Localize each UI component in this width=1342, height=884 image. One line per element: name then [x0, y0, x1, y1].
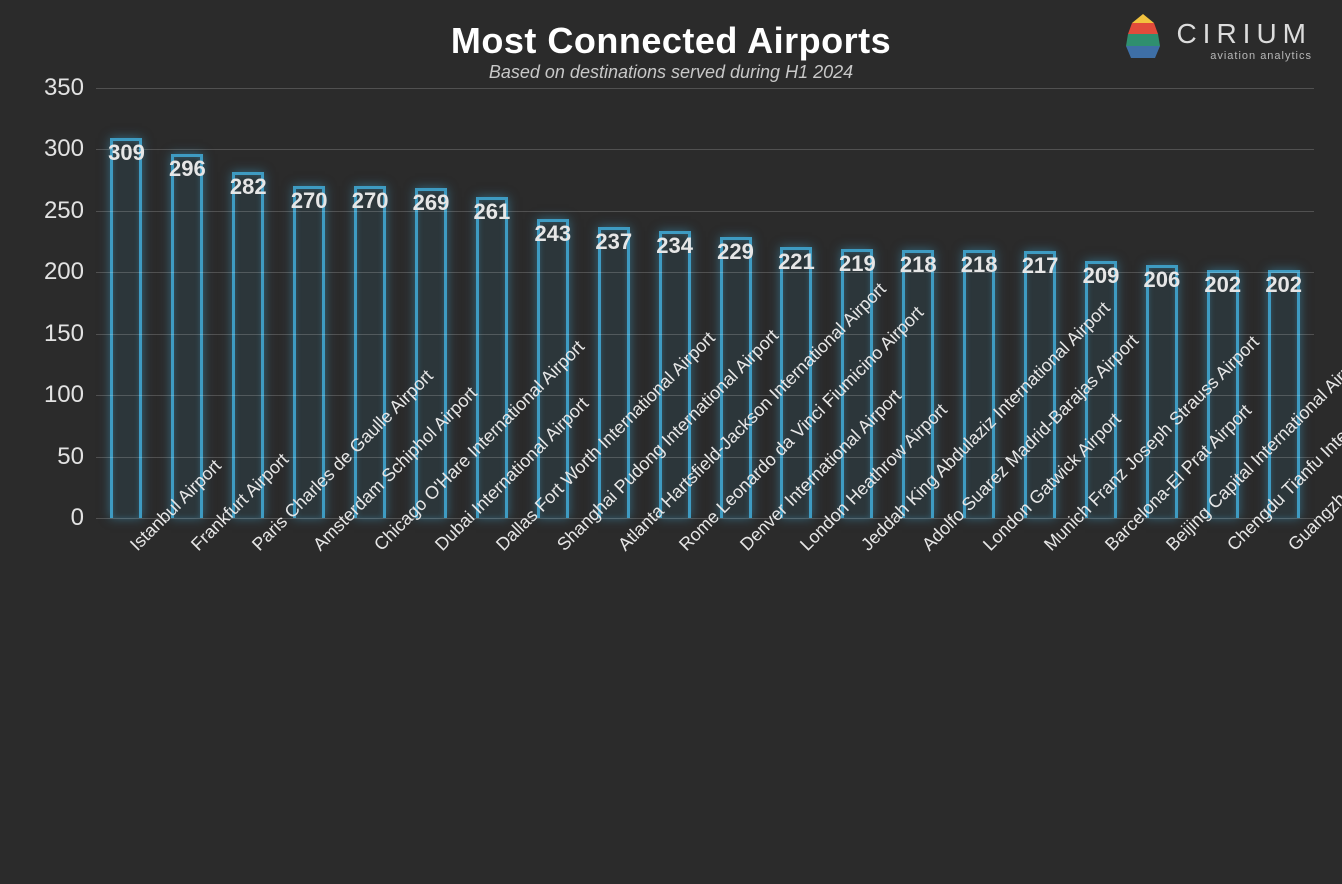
x-label-cell: Frankfurt Airport	[157, 520, 218, 880]
bar-value-label: 237	[595, 229, 632, 255]
bar-value-label: 218	[900, 252, 937, 278]
y-tick-label: 150	[24, 320, 84, 348]
bar-value-label: 296	[169, 156, 206, 182]
y-tick-label: 50	[24, 443, 84, 471]
x-label-cell: London Heathrow Airport	[766, 520, 827, 880]
x-label-cell: Denver International Airport	[705, 520, 766, 880]
x-label-cell: Istanbul Airport	[96, 520, 157, 880]
bar-value-label: 218	[961, 252, 998, 278]
x-label-cell: Beijing Capital International Airport	[1131, 520, 1192, 880]
bar-value-label: 209	[1083, 263, 1120, 289]
chart-stage: Most Connected Airports Based on destina…	[0, 0, 1342, 884]
gridline	[96, 88, 1314, 89]
y-tick-label: 250	[24, 197, 84, 225]
bar	[232, 172, 264, 518]
x-label-cell: Paris Charles de Gaulle Airport	[218, 520, 279, 880]
brand-tagline: aviation analytics	[1176, 50, 1312, 62]
bar-value-label: 261	[474, 199, 511, 225]
x-label-cell: Chicago O'Hare International Airport	[340, 520, 401, 880]
bar-value-label: 221	[778, 249, 815, 275]
bar-cell: 309	[96, 88, 157, 518]
cirium-mark-icon	[1120, 14, 1166, 68]
x-label-cell: Guangzhou Baiyun International Airport	[1253, 520, 1314, 880]
brand-name: CIRIUM	[1176, 20, 1312, 48]
y-tick-label: 100	[24, 381, 84, 409]
x-label-cell: Adolfo Suarez Madrid-Barajas Airport	[888, 520, 949, 880]
x-label-cell: Barcelona-El Prat Airport	[1071, 520, 1132, 880]
bar-cell: 296	[157, 88, 218, 518]
bar-value-label: 206	[1144, 267, 1181, 293]
bar	[110, 138, 142, 518]
gridline	[96, 211, 1314, 212]
y-tick-label: 300	[24, 135, 84, 163]
x-axis-labels: Istanbul AirportFrankfurt AirportParis C…	[96, 520, 1314, 880]
bar-value-label: 234	[656, 233, 693, 259]
x-label-cell: London Gatwick Airport	[949, 520, 1010, 880]
x-label-cell: Dallas Fort Worth International Airport	[461, 520, 522, 880]
x-label-cell: Shanghai Pudong International Airport	[522, 520, 583, 880]
x-label-cell: Amsterdam Schiphol Airport	[279, 520, 340, 880]
bar-value-label: 243	[534, 221, 571, 247]
brand-logo: CIRIUM aviation analytics	[1120, 14, 1312, 68]
x-label-cell: Jeddah King Abdulaziz International Airp…	[827, 520, 888, 880]
bar-value-label: 229	[717, 239, 754, 265]
y-tick-label: 350	[24, 74, 84, 102]
gridline	[96, 149, 1314, 150]
bar-value-label: 282	[230, 174, 267, 200]
bar	[171, 154, 203, 518]
x-label-cell: Atlanta Hartsfield-Jackson International…	[583, 520, 644, 880]
bar-value-label: 202	[1265, 272, 1302, 298]
bar-value-label: 202	[1204, 272, 1241, 298]
brand-text-block: CIRIUM aviation analytics	[1176, 20, 1312, 62]
y-tick-label: 200	[24, 258, 84, 286]
gridline	[96, 272, 1314, 273]
bar-cell: 282	[218, 88, 279, 518]
x-label-cell: Dubai International Airport	[401, 520, 462, 880]
y-tick-label: 0	[24, 504, 84, 532]
bar-value-label: 217	[1022, 253, 1059, 279]
bar-value-label: 309	[108, 140, 145, 166]
x-label-cell: Rome Leonardo da Vinci Fiumicino Airport	[644, 520, 705, 880]
x-label-cell: Chengdu Tianfu International Airport	[1192, 520, 1253, 880]
bar-cell: 270	[279, 88, 340, 518]
x-label-cell: Munich Franz Joseph Strauss Airport	[1010, 520, 1071, 880]
